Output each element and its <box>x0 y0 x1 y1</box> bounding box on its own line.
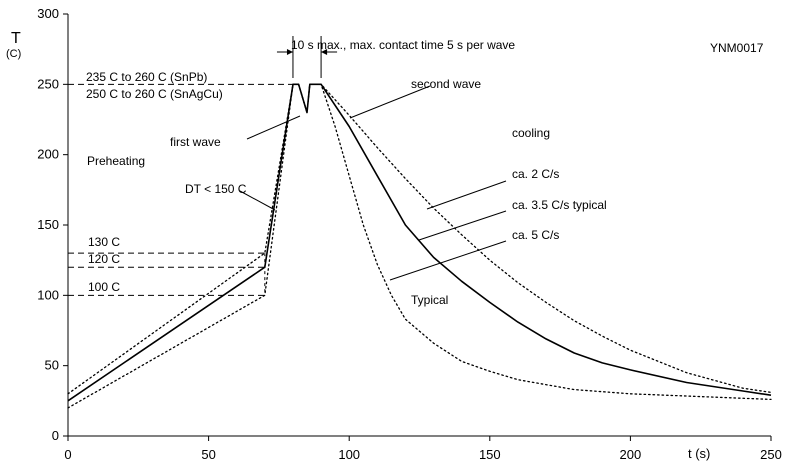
reference-lines <box>68 83 293 296</box>
annotation-rate-3-5: ca. 3.5 C/s typical <box>512 198 607 212</box>
ref-label-100: 100 C <box>88 280 120 294</box>
annotation-cooling: cooling <box>512 126 550 140</box>
wave-arrowhead-right <box>321 49 328 55</box>
wave-arrowhead-left <box>286 49 293 55</box>
y-tick-label: 150 <box>37 217 59 232</box>
x-tick-label: 50 <box>201 447 215 462</box>
y-tick-label: 250 <box>37 76 59 91</box>
x-tick-label: 250 <box>760 447 782 462</box>
annotation-delta-t: DT < 150 C <box>185 182 247 196</box>
pointer-line <box>389 240 507 281</box>
pointer-line <box>349 85 431 119</box>
pointer-line <box>246 115 301 140</box>
x-tick-label: 100 <box>338 447 360 462</box>
x-tick-label: 200 <box>620 447 642 462</box>
annotation-preheating: Preheating <box>87 154 145 168</box>
series-solid-0 <box>67 83 772 402</box>
y-tick-label: 50 <box>45 358 59 373</box>
pointer-line <box>239 190 276 211</box>
y-tick-label: 300 <box>37 6 59 21</box>
ref-label-250-snpb: 235 C to 260 C (SnPb) <box>86 70 207 84</box>
annotation-typical: Typical <box>411 293 448 307</box>
annotation-second-wave: second wave <box>411 77 481 91</box>
series-dotted-2 <box>67 83 772 409</box>
annotation-rate-2: ca. 2 C/s <box>512 167 559 181</box>
ref-label-120: 120 C <box>88 252 120 266</box>
x-tick-label: 150 <box>479 447 501 462</box>
y-tick-label: 0 <box>52 428 59 443</box>
figure-code: YNM0017 <box>710 41 764 55</box>
axis-ticks: 0 50 100 150 200 250 0 50 100 150 200 250 300 <box>37 6 782 462</box>
x-tick-label: 0 <box>64 447 71 462</box>
annotation-pointers <box>239 36 507 281</box>
pointer-line <box>418 210 507 241</box>
series-group <box>67 83 772 409</box>
y-tick-label: 100 <box>37 287 59 302</box>
ref-label-250-snagcu: 250 C to 260 C (SnAgCu) <box>86 87 223 101</box>
annotation-rate-5: ca. 5 C/s <box>512 228 559 242</box>
ref-label-130: 130 C <box>88 235 120 249</box>
pointer-line <box>426 180 507 210</box>
x-axis-title: t (s) <box>688 446 710 461</box>
annotation-first-wave: first wave <box>170 135 221 149</box>
y-tick-label: 200 <box>37 147 59 162</box>
y-axis-unit: (C) <box>6 48 21 60</box>
y-axis-title: T <box>11 30 21 47</box>
annotation-wave-time: 10 s max., max. contact time 5 s per wav… <box>291 38 515 52</box>
